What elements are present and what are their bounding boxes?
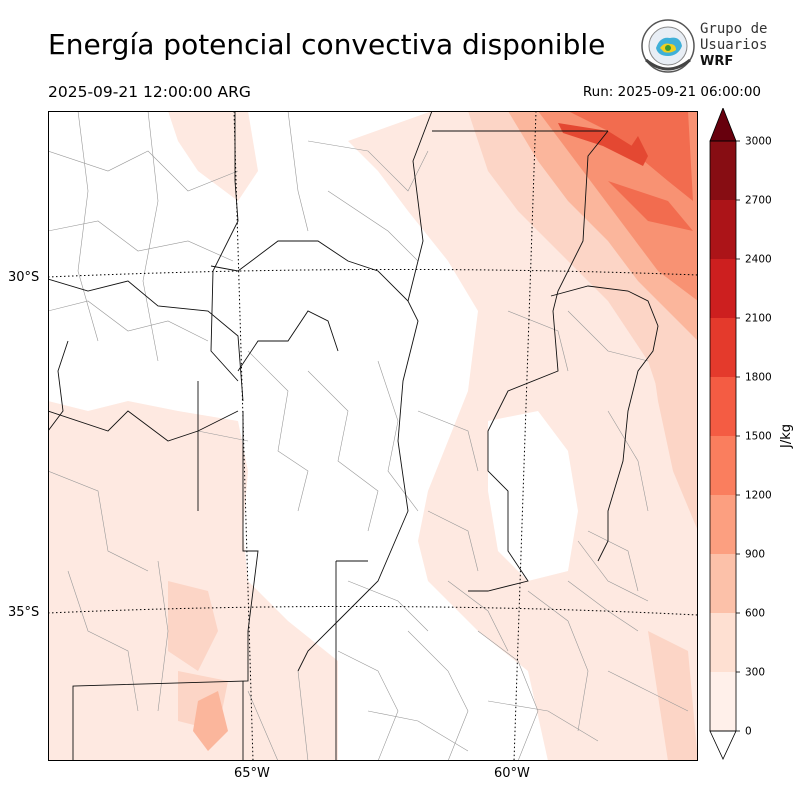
cape-field-holes (348, 411, 578, 761)
colorbar-bin (710, 672, 736, 731)
colorbar-tick-label: 2400 (745, 254, 772, 266)
colorbar-tick-label: 1200 (745, 490, 772, 502)
logo-text-line3: WRF (700, 54, 733, 69)
colorbar-tick-label: 600 (745, 608, 765, 620)
logo-seal-icon (641, 19, 695, 73)
cape-field-1500-1800 (558, 123, 648, 166)
graticule (48, 111, 698, 761)
lat-label-30s: 30°S (8, 270, 40, 285)
colorbar-bin (710, 436, 736, 495)
colorbar-tick-label: 3000 (745, 136, 772, 148)
colorbar-bin (710, 141, 736, 200)
lon-label-65w: 65°W (234, 766, 270, 781)
wrf-logo: Grupo de Usuarios WRF (641, 19, 767, 73)
colorbar-unit-label: J/kg (779, 424, 794, 449)
admin-boundaries (48, 111, 689, 761)
cape-map (48, 111, 698, 761)
colorbar-bin (710, 200, 736, 259)
colorbar-bin (710, 259, 736, 318)
colorbar-over-arrow (709, 108, 737, 142)
province-boundaries (48, 111, 659, 761)
colorbar-under-arrow (709, 730, 737, 760)
colorbar-tick-label: 300 (745, 667, 765, 679)
logo-text-line2: Usuarios (700, 37, 767, 53)
colorbar-tick-label: 2700 (745, 195, 772, 207)
map-frame (48, 111, 698, 761)
lon-label-60w: 60°W (494, 766, 530, 781)
map-title: Energía potencial convectiva disponible (48, 28, 606, 61)
colorbar-tick-label: 1800 (745, 372, 772, 384)
colorbar-bin (710, 377, 736, 436)
colorbar-tick-label: 1500 (745, 431, 772, 443)
colorbar-bin (710, 554, 736, 613)
colorbar-bin (710, 495, 736, 554)
colorbar-tick-label: 900 (745, 549, 765, 561)
colorbar-bin (710, 613, 736, 672)
colorbar-tick-label: 2100 (745, 313, 772, 325)
colorbar-tick-label: 0 (745, 726, 752, 738)
lat-label-35s: 35°S (8, 605, 40, 620)
colorbar-bin (710, 318, 736, 377)
colorbar: 0 300 600 900 1200 1500 1800 2100 2400 2700 3000 J/… (709, 108, 794, 760)
run-time: Run: 2025-09-21 06:00:00 (582, 84, 761, 100)
cape-field-1200-1500 (568, 111, 693, 231)
logo-text-line1: Grupo de (700, 21, 767, 37)
valid-time: 2025-09-21 12:00:00 ARG (48, 83, 251, 101)
